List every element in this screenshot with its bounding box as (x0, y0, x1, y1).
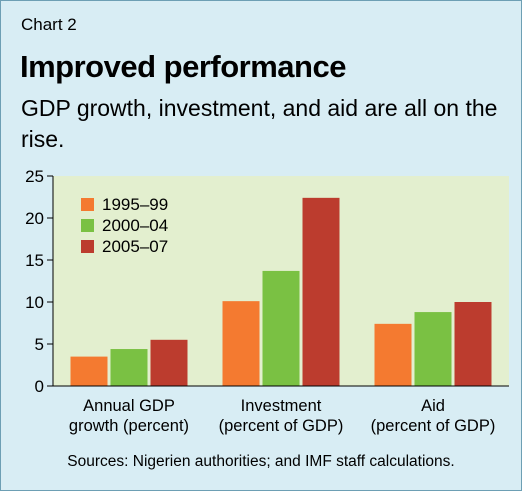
y-tick-label: 10 (25, 293, 44, 312)
legend-label-1: 1995–99 (102, 195, 168, 214)
category-label: (percent of GDP) (371, 417, 496, 435)
bar-2-1 (110, 349, 148, 386)
bar-3-2 (302, 197, 340, 386)
chart-number: Chart 2 (21, 15, 77, 34)
y-tick-label: 25 (25, 167, 44, 186)
legend-label-2: 2000–04 (102, 216, 168, 235)
chart-title: Improved performance (20, 49, 346, 84)
bar-3-1 (150, 339, 188, 386)
category-label: Investment (241, 397, 322, 415)
legend-swatch-1 (81, 198, 94, 211)
y-tick-label: 20 (25, 209, 44, 228)
source-note: Sources: Nigerien authorities; and IMF s… (67, 453, 455, 470)
legend-swatch-2 (81, 219, 94, 232)
legend-label-3: 2005–07 (102, 237, 168, 256)
category-label: growth (percent) (69, 417, 189, 435)
bar-3-3 (454, 302, 492, 386)
chart-subtitle: GDP growth, investment, and aid are all … (21, 95, 498, 152)
bar-1-3 (374, 323, 412, 386)
bar-chart: 0 5 10 15 20 25 Annual GDP growth (percent) Inve… (25, 167, 509, 435)
bar-1-1 (70, 356, 108, 386)
y-tick-label: 0 (35, 377, 44, 396)
category-label: Aid (421, 397, 445, 415)
y-tick-label: 5 (35, 335, 44, 354)
bar-2-2 (262, 270, 300, 386)
category-label: (percent of GDP) (219, 417, 344, 435)
y-tick-label: 15 (25, 251, 44, 270)
category-label: Annual GDP (83, 397, 175, 415)
bar-2-3 (414, 312, 452, 386)
bar-1-2 (222, 301, 260, 386)
legend-swatch-3 (81, 240, 94, 253)
